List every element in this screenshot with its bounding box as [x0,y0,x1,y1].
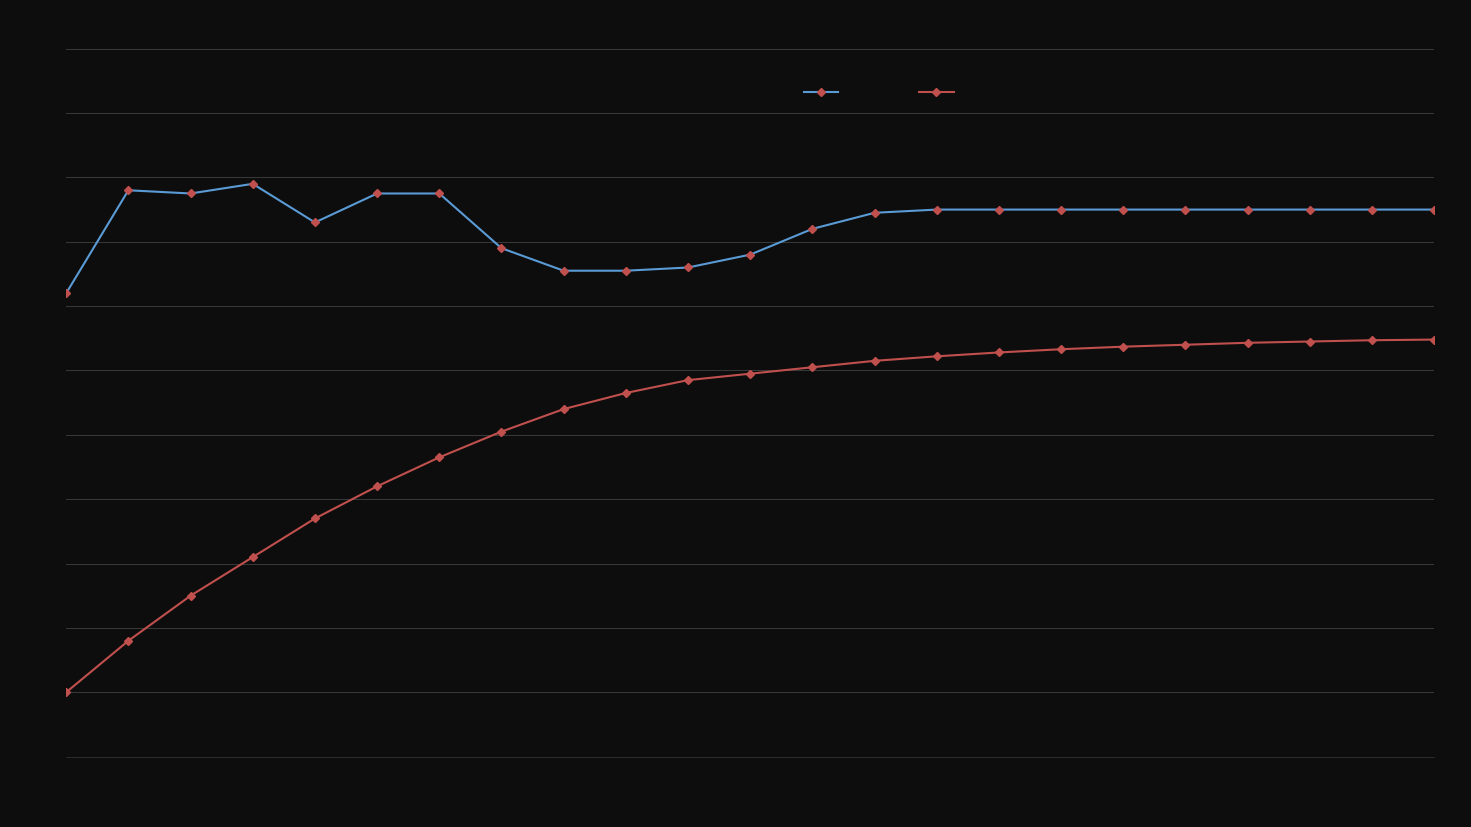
Legend: , : , [799,81,971,107]
